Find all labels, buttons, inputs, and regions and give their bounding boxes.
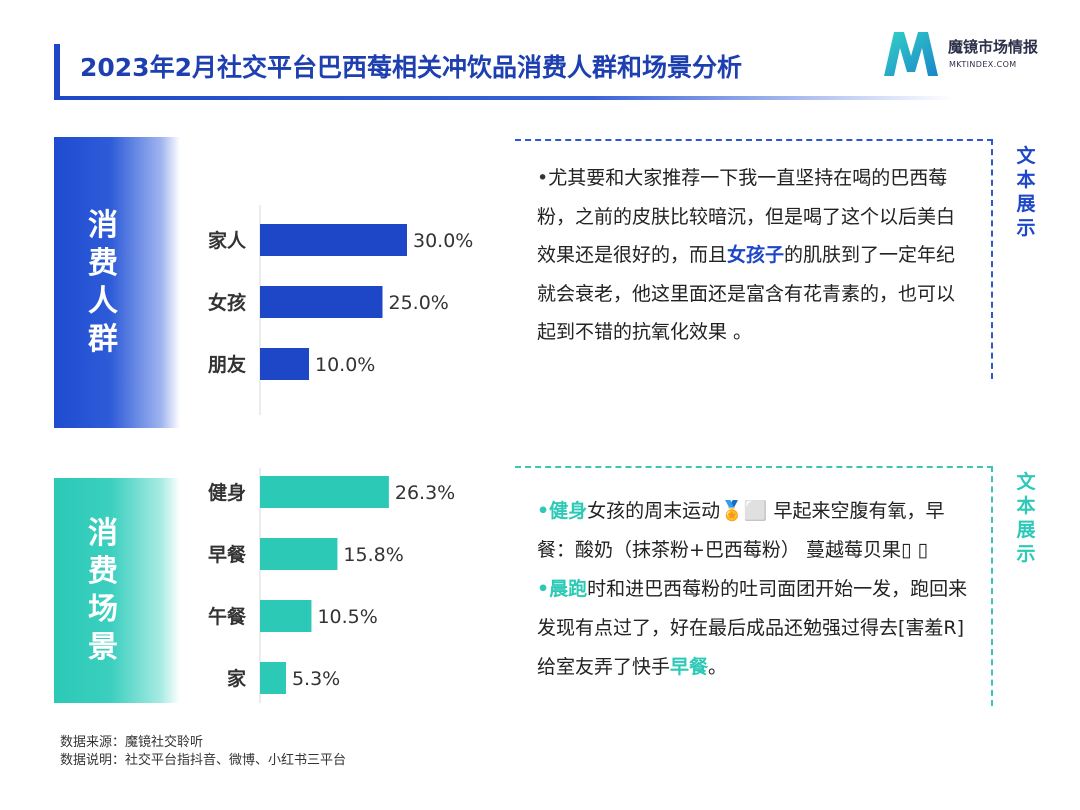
scene-section-label: 消费场景 [54, 478, 180, 703]
bar-1 [260, 538, 338, 570]
page-title: 2023年2月社交平台巴西莓相关冲饮品消费人群和场景分析 [80, 53, 742, 82]
category-label-3: 家 [227, 667, 247, 690]
value-label-2: 10.5% [317, 606, 377, 628]
crowd-quote-box: •尤其要和大家推荐一下我一直坚持在喝的巴西莓粉，之前的皮肤比较暗沉，但是喝了这个… [515, 139, 993, 379]
bullet: • [537, 167, 549, 189]
category-label-2: 朋友 [208, 353, 246, 376]
quote-highlight-end: 早餐 [670, 656, 709, 678]
scene-section-title: 消费场景 [88, 515, 118, 665]
quote-text: 时和进巴西莓粉的吐司面团开始一发，跑回来发现有点过了，好在最后成品还勉强过得去[… [537, 578, 968, 678]
bar-3 [260, 662, 286, 694]
quote-text-end: 。 [708, 656, 728, 678]
footer-notes: 数据来源：魔镜社交聆听 数据说明：社交平台指抖音、微博、小红书三平台 [60, 734, 346, 770]
quote-highlight: 晨跑 [549, 578, 588, 600]
value-label-3: 5.3% [292, 668, 340, 690]
quote-text-end: 的肌肤到了一定年纪就会衰老，他这里面还是富含有花青素的，也可以起到不错的抗氧化效… [537, 244, 956, 343]
category-label-0: 家人 [208, 229, 247, 252]
crowd-section-title: 消费人群 [88, 207, 118, 357]
crowd-text-tag: 文本展示 [1016, 145, 1036, 239]
category-label-0: 健身 [208, 481, 246, 504]
scene-text-tag: 文本展示 [1016, 471, 1036, 565]
quote-paragraph-1: •健身女孩的周末运动🏅⬜ 早起来空腹有氧，早餐：酸奶（抹茶粉+巴西莓粉） 蔓越莓… [537, 492, 971, 570]
title-accent-bar [54, 44, 60, 98]
crowd-section-label: 消费人群 [54, 137, 180, 428]
crowd-bar-chart: 家人 30.0% 女孩 25.0% 朋友 10.0% [208, 205, 473, 415]
value-label-0: 30.0% [413, 230, 473, 252]
logo-m-icon [884, 32, 938, 76]
value-label-2: 10.0% [315, 354, 375, 376]
category-label-2: 午餐 [208, 605, 247, 628]
quote-highlight: 女孩子 [727, 244, 785, 266]
quote-text: 女孩的周末运动🏅⬜ 早起来空腹有氧，早餐：酸奶（抹茶粉+巴西莓粉） 蔓越莓贝果▯… [537, 500, 945, 561]
title-underline [54, 96, 954, 100]
bar-2 [260, 348, 309, 380]
logo-domain: MKTINDEX.COM [949, 60, 1017, 69]
bar-1 [260, 286, 383, 318]
data-note: 数据说明：社交平台指抖音、微博、小红书三平台 [60, 753, 347, 768]
bar-0 [260, 224, 407, 256]
category-label-1: 女孩 [208, 291, 246, 314]
bullet: • [537, 578, 550, 600]
category-label-1: 早餐 [208, 543, 247, 566]
brand-logo: 魔镜市场情报 MKTINDEX.COM [880, 28, 1060, 78]
logo-name: 魔镜市场情报 [948, 38, 1039, 56]
value-label-1: 15.8% [343, 544, 403, 566]
value-label-1: 25.0% [389, 292, 449, 314]
scene-quote-box: •健身女孩的周末运动🏅⬜ 早起来空腹有氧，早餐：酸奶（抹茶粉+巴西莓粉） 蔓越莓… [515, 466, 993, 706]
bar-0 [260, 476, 389, 508]
quote-text: 尤其要和大家推荐一下我一直坚持在喝的巴西莓粉，之前的皮肤比较暗沉，但是喝了这个以… [537, 167, 956, 266]
quote-paragraph-2: •晨跑时和进巴西莓粉的吐司面团开始一发，跑回来发现有点过了，好在最后成品还勉强过… [537, 570, 971, 687]
bar-2 [260, 600, 312, 632]
scene-bar-chart: 健身 26.3% 早餐 15.8% 午餐 10.5% 家 5.3% [208, 468, 455, 703]
bullet: • [537, 500, 550, 522]
quote-highlight: 健身 [549, 500, 588, 522]
value-label-0: 26.3% [395, 482, 455, 504]
data-source: 数据来源：魔镜社交聆听 [60, 735, 204, 750]
